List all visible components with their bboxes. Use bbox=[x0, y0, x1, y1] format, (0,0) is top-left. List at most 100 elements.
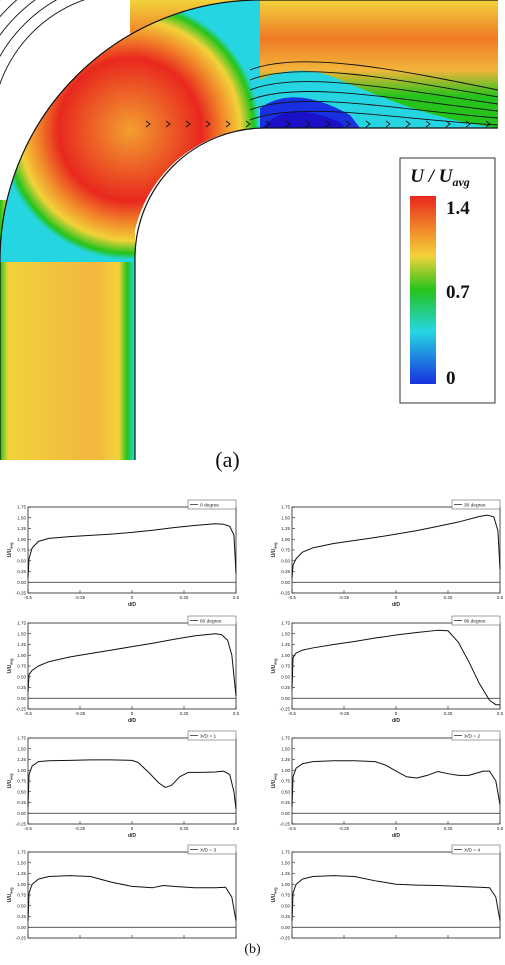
legend-tick-max: 1.4 bbox=[446, 198, 470, 219]
wall-arrow bbox=[145, 120, 151, 128]
y-tick-label: -0.25 bbox=[16, 707, 27, 712]
x-tick-label: 0.25 bbox=[444, 595, 453, 600]
profile-plot: -0.250.000.250.500.751.001.251.501.75-0.… bbox=[7, 615, 240, 724]
y-tick-label: 1.00 bbox=[281, 653, 290, 658]
y-tick-label: 0.25 bbox=[281, 800, 290, 805]
profile-plot: -0.250.000.250.500.751.001.251.501.75-0.… bbox=[271, 499, 504, 608]
x-tick-label: -0.25 bbox=[75, 826, 86, 831]
series-line bbox=[27, 875, 237, 921]
x-tick-label: 0 bbox=[395, 711, 398, 716]
legend-box bbox=[187, 844, 237, 855]
plot-frame bbox=[27, 506, 237, 594]
streamline-recirc bbox=[249, 100, 499, 119]
wall-arrow bbox=[325, 120, 331, 128]
y-tick-label: 0.25 bbox=[281, 914, 290, 919]
x-tick-label: 0 bbox=[131, 711, 134, 716]
x-axis-label: d/D bbox=[392, 833, 400, 839]
profile-plot: -0.250.000.250.500.751.001.251.501.75-0.… bbox=[7, 499, 240, 608]
y-tick-label: 0.00 bbox=[281, 580, 290, 585]
series-line bbox=[27, 523, 237, 578]
y-tick-label: 0.25 bbox=[17, 569, 26, 574]
plot-frame bbox=[291, 851, 501, 939]
y-tick-label: 0.00 bbox=[281, 696, 290, 701]
wall-arrow bbox=[485, 120, 491, 128]
x-tick-label: 0.25 bbox=[444, 826, 453, 831]
streamline-recirc bbox=[249, 91, 499, 112]
y-tick-label: 1.25 bbox=[281, 871, 290, 876]
profile-plot: -0.250.000.250.500.751.001.251.501.75-0.… bbox=[271, 844, 501, 941]
y-tick-label: 1.00 bbox=[17, 653, 26, 658]
legend-label: X/D = 2 bbox=[464, 733, 480, 739]
y-axis-label: U/Uavg bbox=[271, 543, 278, 558]
y-tick-label: -0.25 bbox=[16, 936, 27, 941]
y-tick-label: 0.25 bbox=[17, 914, 26, 919]
velocity-profiles: -0.250.000.250.500.751.001.251.501.75-0.… bbox=[7, 499, 504, 941]
y-tick-label: 1.25 bbox=[281, 526, 290, 531]
x-tick-label: 0.25 bbox=[180, 826, 189, 831]
y-tick-label: 0.25 bbox=[17, 685, 26, 690]
x-axis-label: d/D bbox=[128, 718, 136, 724]
profile-plot: -0.250.000.250.500.751.001.251.501.75-0.… bbox=[7, 730, 240, 839]
legend-box bbox=[187, 730, 237, 741]
y-tick-label: 0.00 bbox=[281, 925, 290, 930]
x-tick-label: -0.5 bbox=[288, 711, 296, 716]
legend-tick-min: 0 bbox=[446, 368, 456, 389]
y-tick-label: 0.00 bbox=[17, 811, 26, 816]
y-tick-label: 1.00 bbox=[281, 768, 290, 773]
x-tick-label: -0.25 bbox=[75, 595, 86, 600]
y-axis-label: U/Uavg bbox=[7, 888, 14, 903]
wall-arrow bbox=[305, 120, 311, 128]
legend-tick-mid: 0.7 bbox=[446, 282, 470, 303]
plot-frame bbox=[291, 506, 501, 594]
y-tick-label: 1.00 bbox=[281, 882, 290, 887]
x-tick-label: 0.25 bbox=[444, 711, 453, 716]
plot-frame bbox=[291, 737, 501, 825]
y-tick-label: 1.50 bbox=[281, 860, 290, 865]
y-tick-label: 0.50 bbox=[17, 789, 26, 794]
y-tick-label: 1.00 bbox=[17, 768, 26, 773]
y-axis-label: U/Uavg bbox=[271, 659, 278, 674]
y-tick-label: 0.50 bbox=[281, 903, 290, 908]
y-axis-label: U/Uavg bbox=[7, 543, 14, 558]
outer-wall bbox=[0, 0, 498, 460]
y-axis-label: U/Uavg bbox=[271, 774, 278, 789]
y-tick-label: 1.75 bbox=[281, 850, 290, 855]
series-line bbox=[27, 759, 237, 810]
x-tick-label: 0.5 bbox=[497, 595, 504, 600]
x-tick-label: 0.5 bbox=[497, 711, 504, 716]
y-tick-label: 1.75 bbox=[281, 505, 290, 510]
y-tick-label: 0.50 bbox=[17, 558, 26, 563]
legend-label: X/D = 3 bbox=[200, 847, 216, 853]
x-tick-label: -0.5 bbox=[288, 595, 296, 600]
y-tick-label: 0.00 bbox=[17, 696, 26, 701]
plot-frame bbox=[27, 737, 237, 825]
x-tick-label: 0.5 bbox=[233, 826, 240, 831]
y-tick-label: 0.25 bbox=[281, 685, 290, 690]
inner-wall bbox=[134, 127, 498, 460]
legend-label: X/D = 1 bbox=[200, 733, 216, 739]
legend-label: 60 degree bbox=[200, 618, 222, 624]
y-tick-label: 1.50 bbox=[17, 631, 26, 636]
y-tick-label: 0.00 bbox=[17, 925, 26, 930]
y-tick-label: 1.25 bbox=[17, 642, 26, 647]
legend-label: 30 degree bbox=[464, 502, 486, 508]
y-axis-label: U/Uavg bbox=[7, 659, 14, 674]
y-axis-label: U/Uavg bbox=[7, 774, 14, 789]
legend-box bbox=[451, 499, 501, 510]
y-tick-label: 1.75 bbox=[281, 736, 290, 741]
wall-arrow bbox=[365, 120, 371, 128]
wall-arrow bbox=[185, 120, 191, 128]
y-tick-label: 1.00 bbox=[17, 537, 26, 542]
wall-arrow bbox=[385, 120, 391, 128]
y-tick-label: 0.75 bbox=[281, 893, 290, 898]
contour-figure: U / Uavg 1.4 0.7 0 bbox=[0, 0, 499, 460]
series-line bbox=[291, 760, 501, 807]
y-tick-label: 1.50 bbox=[281, 515, 290, 520]
legend-colorbar bbox=[410, 196, 436, 384]
y-tick-label: 1.25 bbox=[17, 757, 26, 762]
legend-box bbox=[451, 844, 501, 855]
series-line bbox=[291, 875, 501, 921]
y-tick-label: -0.25 bbox=[280, 707, 291, 712]
y-tick-label: -0.25 bbox=[280, 936, 291, 941]
streamline-recirc bbox=[249, 71, 499, 98]
